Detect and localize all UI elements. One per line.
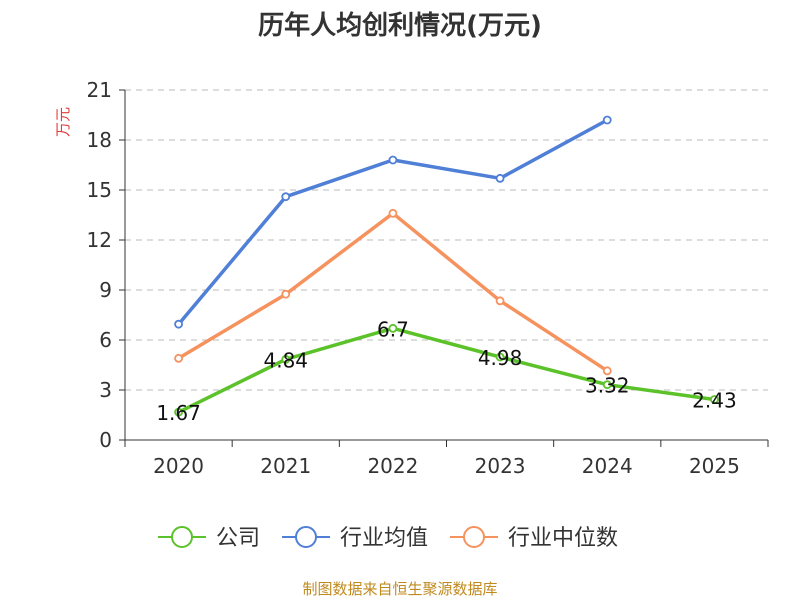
legend: 公司 行业均值 行业中位数 bbox=[158, 526, 618, 551]
data-point bbox=[281, 354, 291, 364]
source-note: 制图数据来自恒生聚源数据库 bbox=[302, 580, 497, 598]
legend-swatch-marker bbox=[295, 526, 317, 548]
legend-label: 行业均值 bbox=[340, 526, 428, 551]
data-point bbox=[495, 296, 505, 306]
data-point bbox=[174, 319, 183, 329]
data-point bbox=[281, 192, 291, 202]
y-tick-label: 0 bbox=[99, 428, 112, 452]
y-tick-label: 12 bbox=[87, 228, 112, 252]
data-point bbox=[174, 353, 183, 363]
series-line bbox=[177, 326, 715, 414]
legend-swatch-marker bbox=[463, 526, 485, 548]
y-tick-label: 21 bbox=[87, 78, 112, 102]
data-point bbox=[495, 352, 505, 362]
x-tick-label: 2020 bbox=[153, 454, 204, 478]
data-point bbox=[388, 323, 398, 333]
y-axis-label: 万元 bbox=[54, 107, 72, 137]
data-point bbox=[602, 380, 612, 390]
y-tick-label: 18 bbox=[87, 128, 112, 152]
x-tick-label: 2021 bbox=[260, 454, 311, 478]
data-label: 1.67 bbox=[156, 401, 201, 425]
legend-item-2: 行业中位数 bbox=[450, 526, 618, 551]
data-label: 2.43 bbox=[692, 389, 737, 413]
data-point bbox=[602, 115, 612, 125]
legend-item-1: 行业均值 bbox=[282, 526, 428, 551]
series-0 bbox=[174, 323, 719, 417]
chart-title: 历年人均创利情况(万元) bbox=[258, 10, 542, 41]
series-2 bbox=[174, 208, 612, 376]
x-tick-label: 2024 bbox=[582, 454, 633, 478]
data-label: 6.7 bbox=[377, 317, 409, 341]
data-label: 4.98 bbox=[478, 346, 523, 370]
axes: 0 3 6 9 12 15 18 21 2020 2021 2022 2023 2024 2025 bbox=[87, 78, 769, 478]
data-label: 3.32 bbox=[585, 374, 630, 398]
data-point bbox=[174, 407, 183, 417]
legend-swatch-marker bbox=[171, 526, 193, 548]
y-tick-label: 6 bbox=[99, 328, 112, 352]
y-tick-label: 15 bbox=[87, 178, 112, 202]
series-layer bbox=[174, 115, 719, 417]
data-point bbox=[388, 155, 398, 165]
data-point bbox=[602, 366, 612, 376]
y-tick-label: 3 bbox=[99, 378, 112, 402]
y-tick-label: 9 bbox=[99, 278, 112, 302]
data-point bbox=[495, 173, 505, 183]
legend-label: 行业中位数 bbox=[508, 526, 618, 551]
legend-label: 公司 bbox=[216, 526, 260, 551]
data-point bbox=[388, 208, 398, 218]
series-line bbox=[177, 118, 609, 326]
series-line bbox=[177, 211, 609, 373]
series-1 bbox=[174, 115, 612, 329]
x-tick-label: 2025 bbox=[689, 454, 740, 478]
legend-item-0: 公司 bbox=[158, 526, 260, 551]
grid-lines bbox=[125, 89, 768, 391]
x-tick-label: 2022 bbox=[367, 454, 418, 478]
data-label: 4.84 bbox=[263, 348, 308, 372]
data-labels: 1.67 4.84 6.7 4.98 3.32 2.43 bbox=[156, 317, 736, 425]
data-point bbox=[281, 289, 291, 299]
data-point bbox=[710, 395, 719, 404]
x-tick-label: 2023 bbox=[475, 454, 526, 478]
